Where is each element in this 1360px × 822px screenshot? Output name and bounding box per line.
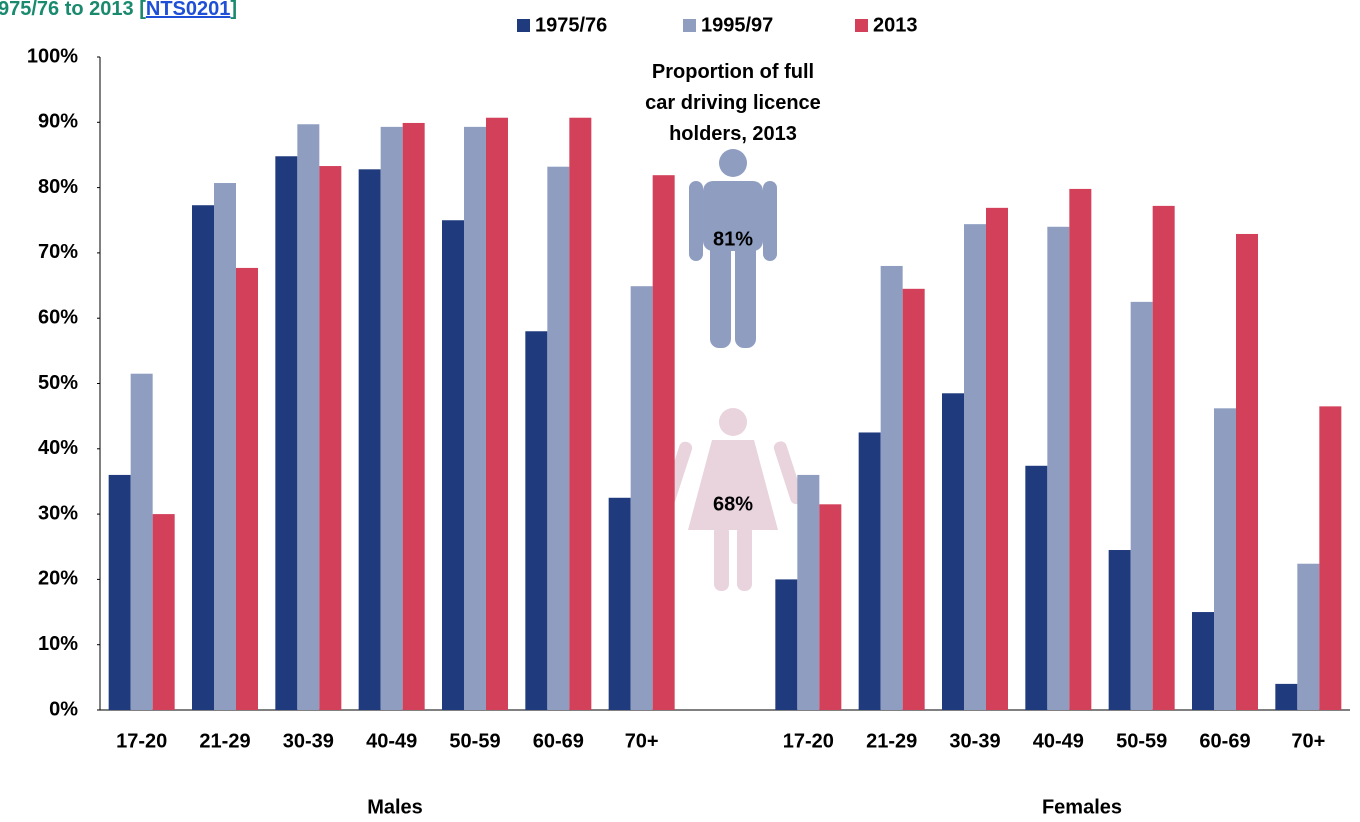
bar: [1152, 205, 1175, 710]
bar: [880, 265, 903, 710]
bar: [402, 122, 425, 710]
bar: [942, 393, 964, 710]
x-tick-label: 60-69: [1199, 730, 1250, 752]
bar: [525, 331, 548, 710]
legend-swatch: [855, 19, 868, 32]
x-tick-label: 30-39: [283, 730, 334, 752]
bar: [486, 117, 508, 710]
y-tick-label: 10%: [38, 633, 78, 655]
legend-label: 2013: [873, 14, 918, 36]
bar: [986, 207, 1008, 710]
chart-title: 975/76 to 2013 [NTS0201]: [0, 0, 237, 20]
y-tick-label: 40%: [38, 437, 78, 459]
y-tick-label: 80%: [38, 176, 78, 198]
bar: [152, 514, 175, 710]
bar: [1130, 301, 1153, 710]
male-icon: [689, 149, 777, 348]
x-tick-label: 21-29: [866, 730, 917, 752]
bar: [1275, 683, 1298, 710]
bar: [1108, 550, 1131, 710]
bar: [1319, 406, 1342, 710]
icon-label: 81%: [713, 228, 753, 250]
y-tick-label: 50%: [38, 372, 78, 394]
x-tick-label: 60-69: [533, 730, 584, 752]
bar: [1214, 408, 1236, 710]
title-text: 975/76 to 2013 [: [0, 0, 146, 20]
bar: [297, 124, 320, 710]
x-tick-label: 21-29: [199, 730, 250, 752]
bar: [1236, 233, 1258, 710]
bar: [652, 175, 675, 710]
icon-label: 68%: [713, 493, 753, 515]
bar: [608, 497, 631, 710]
bar: [569, 117, 592, 710]
y-tick-label: 70%: [38, 241, 78, 263]
bar: [464, 126, 486, 711]
y-tick-label: 20%: [38, 568, 78, 590]
bar: [192, 205, 214, 710]
bar: [1297, 563, 1320, 710]
bar: [108, 474, 131, 710]
bar: [858, 432, 881, 710]
bar: [630, 286, 653, 710]
x-tick-label: 30-39: [949, 730, 1000, 752]
bar: [275, 156, 298, 711]
x-tick-label: 40-49: [1033, 730, 1084, 752]
y-tick-label: 100%: [27, 45, 78, 67]
legend-swatch: [517, 19, 530, 32]
x-tick-label: 40-49: [366, 730, 417, 752]
female-icon: [662, 408, 804, 591]
bar: [236, 267, 258, 710]
legend-swatch: [683, 19, 696, 32]
y-tick-label: 60%: [38, 306, 78, 328]
y-tick-label: 30%: [38, 502, 78, 524]
y-tick-label: 0%: [49, 698, 78, 720]
x-tick-label: 50-59: [449, 730, 500, 752]
x-tick-label: 50-59: [1116, 730, 1167, 752]
x-tick-label: 17-20: [116, 730, 167, 752]
bar: [797, 474, 820, 710]
legend-label: 1995/97: [701, 14, 773, 36]
bar: [214, 183, 236, 711]
bar: [358, 169, 381, 711]
bar: [130, 373, 153, 710]
bar: [1069, 188, 1092, 710]
bar: [547, 166, 570, 711]
bar: [775, 579, 798, 710]
y-tick-label: 90%: [38, 111, 78, 133]
bar: [819, 504, 842, 710]
x-tick-label: 70+: [1291, 730, 1325, 752]
x-tick-label: 17-20: [783, 730, 834, 752]
bar: [964, 224, 986, 710]
annotation: Proportion of full car driving licence hol…: [645, 61, 821, 145]
bar: [1192, 612, 1214, 710]
group-label: Females: [1042, 796, 1122, 818]
bar: [319, 166, 342, 710]
legend-label: 1975/76: [535, 14, 607, 36]
bar: [1047, 226, 1070, 710]
bar: [902, 288, 925, 710]
bar: [380, 126, 403, 711]
bar: [442, 220, 464, 710]
x-tick-label: 70+: [625, 730, 659, 752]
title-link[interactable]: NTS0201: [146, 0, 231, 20]
title-end: ]: [230, 0, 237, 20]
group-label: Males: [367, 796, 423, 818]
bar: [1025, 465, 1048, 710]
